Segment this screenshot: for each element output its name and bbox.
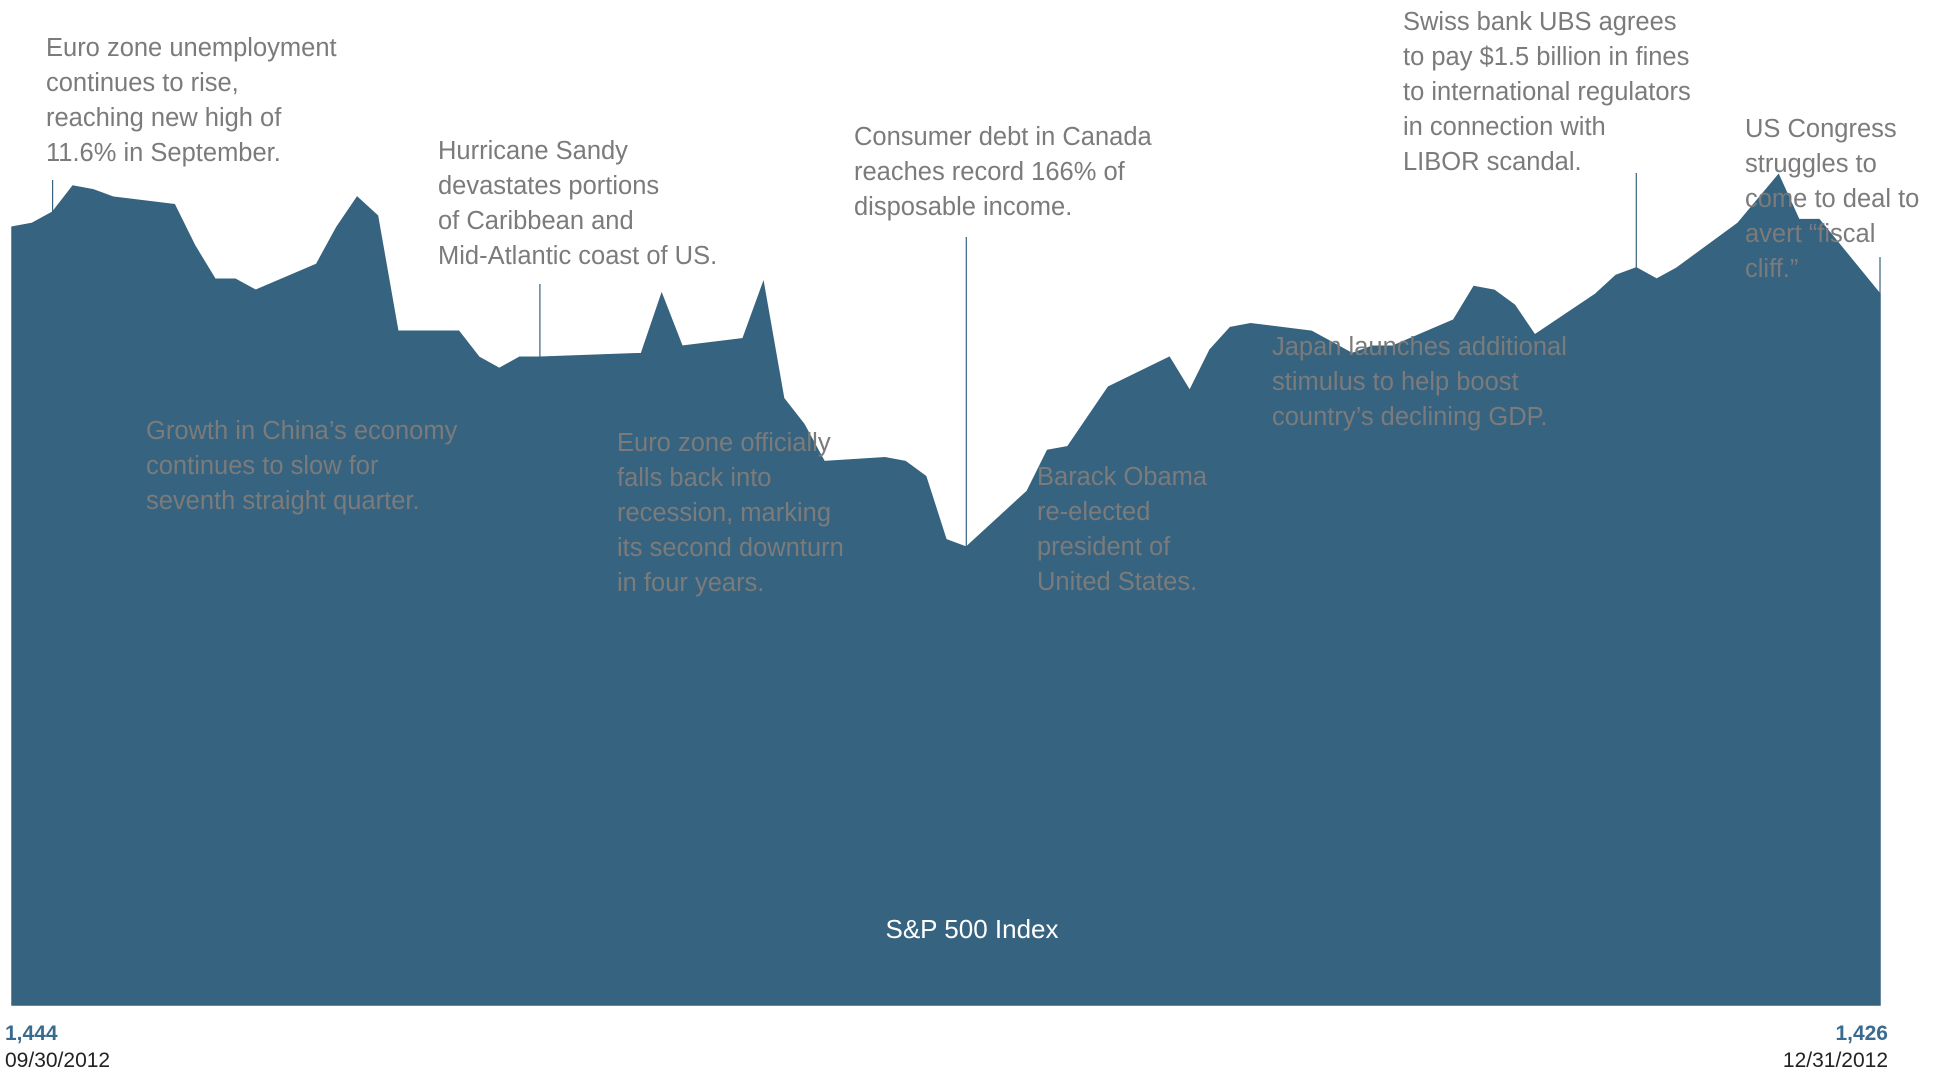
annotation-line: reaching new high of [46, 104, 282, 132]
annotation-line: LIBOR scandal. [1403, 148, 1582, 176]
annotation-text: Hurricane Sandy devastates portions of Car… [438, 137, 717, 270]
annotation-line: president of [1037, 533, 1171, 561]
annotation-line: of Caribbean and [438, 207, 634, 235]
start-value-label: 1,444 [5, 1022, 58, 1045]
annotation-line: Hurricane Sandy [438, 137, 628, 165]
annotation-line: cliff.” [1745, 255, 1798, 283]
area-series [11, 173, 1881, 1006]
annotation-text: Swiss bank UBS agrees to pay $1.5 billion… [1403, 8, 1691, 176]
annotation-text: Japan launches additional stimulus to hel… [1272, 333, 1567, 431]
annotation-text: Barack Obama re-elected president of United… [1037, 463, 1208, 596]
annotation-line: in connection with [1403, 113, 1606, 141]
annotation-line: Euro zone unemployment [46, 34, 337, 62]
annotation-line: recession, marking [617, 499, 831, 527]
annotation-line: country’s declining GDP. [1272, 403, 1547, 431]
series-label: S&P 500 Index [886, 914, 1059, 944]
annotation-text: Euro zone unemployment continues to rise,… [46, 34, 337, 167]
annotation-line: to international regulators [1403, 78, 1691, 106]
annotation-text: Consumer debt in Canada reaches record 16… [854, 123, 1153, 221]
area-layer [11, 173, 1881, 1006]
end-date-label: 12/31/2012 [1783, 1049, 1888, 1072]
annotation-line: struggles to [1745, 150, 1877, 178]
annotation-line: continues to slow for [146, 452, 379, 480]
annotation-line: Swiss bank UBS agrees [1403, 8, 1677, 36]
annotation-line: falls back into [617, 464, 772, 492]
annotation-line: United States. [1037, 568, 1197, 596]
annotation-line: disposable income. [854, 193, 1072, 221]
annotation-line: Mid-Atlantic coast of US. [438, 242, 717, 270]
annotation-line: Japan launches additional [1272, 333, 1567, 361]
annotation-line: continues to rise, [46, 69, 239, 97]
annotation-line: 11.6% in September. [46, 139, 281, 167]
annotation-line: in four years. [617, 569, 764, 597]
annotation-text: Euro zone officially falls back into reces… [617, 429, 844, 597]
annotation-line: come to deal to [1745, 185, 1919, 213]
annotation-line: avert “fiscal [1745, 220, 1875, 248]
annotation-text: Growth in China’s economy continues to sl… [146, 417, 458, 515]
annotation-line: re-elected [1037, 498, 1150, 526]
annotation-line: stimulus to help boost [1272, 368, 1519, 396]
start-date-label: 09/30/2012 [5, 1049, 110, 1072]
annotation-line: to pay $1.5 billion in fines [1403, 43, 1689, 71]
annotation-layer: Euro zone unemployment continues to rise,… [46, 8, 1919, 613]
end-value-label: 1,426 [1835, 1022, 1888, 1045]
annotation-line: Growth in China’s economy [146, 417, 458, 445]
annotation-text: US Congress struggles to come to deal to av… [1745, 115, 1919, 283]
annotation-line: US Congress [1745, 115, 1897, 143]
annotation-line: Barack Obama [1037, 463, 1208, 491]
annotation-line: seventh straight quarter. [146, 487, 420, 515]
annotation-line: reaches record 166% of [854, 158, 1126, 186]
annotation-line: its second downturn [617, 534, 844, 562]
annotation-line: Consumer debt in Canada [854, 123, 1153, 151]
annotation-line: Euro zone officially [617, 429, 831, 457]
annotation-line: devastates portions [438, 172, 659, 200]
